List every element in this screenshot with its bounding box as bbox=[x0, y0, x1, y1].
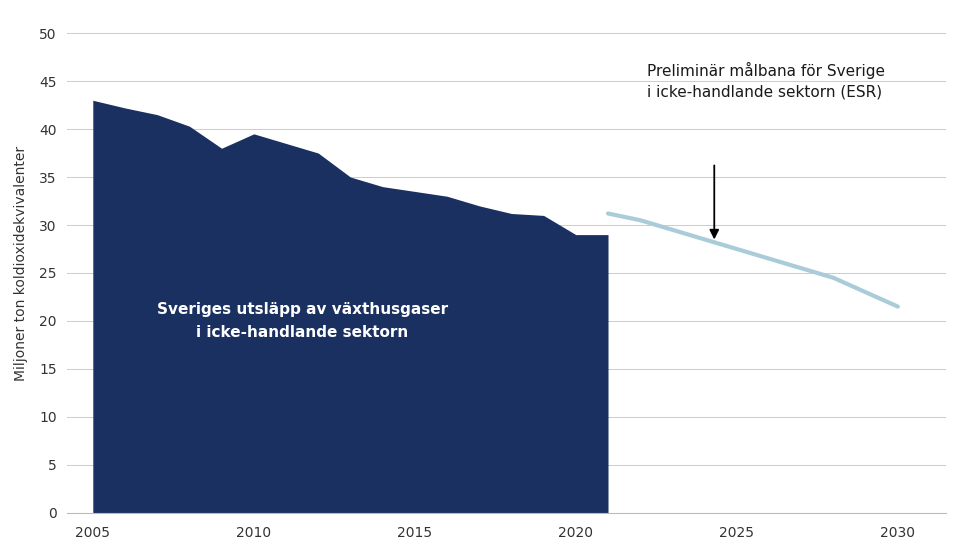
Y-axis label: Miljoner ton koldioxidekvivalenter: Miljoner ton koldioxidekvivalenter bbox=[13, 146, 28, 381]
Text: Sveriges utsläpp av växthusgaser
i icke-handlande sektorn: Sveriges utsläpp av växthusgaser i icke-… bbox=[156, 302, 447, 340]
Text: Preliminär målbana för Sverige
i icke-handlande sektorn (ESR): Preliminär målbana för Sverige i icke-ha… bbox=[647, 62, 885, 100]
